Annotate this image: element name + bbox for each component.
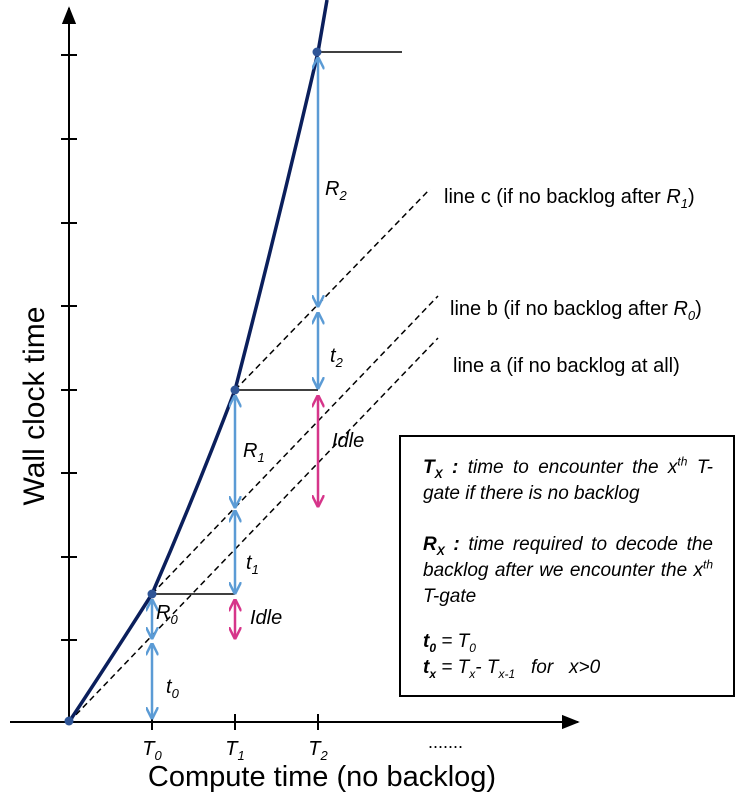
R1-label: R1 bbox=[243, 440, 265, 465]
curve-points bbox=[64, 47, 322, 726]
x-axis-ellipsis: ....... bbox=[428, 732, 463, 752]
y-axis-label: Wall clock time bbox=[18, 307, 51, 506]
legend-t0-definition: t0 = T0 bbox=[423, 631, 476, 655]
legend-tx-definition: TX : time to encounter the xth T-gate if… bbox=[423, 454, 714, 504]
t0-label: t0 bbox=[166, 676, 180, 701]
line-a-label: line a (if no backlog at all) bbox=[453, 355, 680, 377]
y-axis-ticks bbox=[61, 54, 77, 641]
x-tick-label-0: T0 bbox=[142, 738, 162, 763]
line-c bbox=[234, 188, 431, 391]
x-tick-label-2: T2 bbox=[308, 738, 328, 763]
x-axis-label: Compute time (no backlog) bbox=[148, 761, 496, 793]
idle-label-1: Idle bbox=[250, 607, 282, 629]
line-a bbox=[68, 337, 439, 723]
line-c-label: line c (if no backlog after R1) bbox=[444, 186, 695, 211]
legend-tx-formula: tx = Tx- Tx-1 for x>0 bbox=[423, 657, 601, 681]
line-b-label: line b (if no backlog after R0) bbox=[450, 298, 702, 323]
t2-label: t2 bbox=[330, 345, 344, 370]
R2-label: R2 bbox=[325, 178, 347, 203]
wall-clock-curve bbox=[67, 0, 329, 723]
legend-rx-definition: RX : time required to decode the backlog… bbox=[423, 534, 713, 607]
legend-box: TX : time to encounter the xth T-gate if… bbox=[399, 435, 735, 697]
R0-label: R0 bbox=[156, 602, 178, 627]
x-tick-label-1: T1 bbox=[225, 738, 244, 763]
idle-label-2: Idle bbox=[332, 430, 364, 452]
t1-label: t1 bbox=[246, 552, 259, 577]
line-b bbox=[151, 295, 439, 595]
